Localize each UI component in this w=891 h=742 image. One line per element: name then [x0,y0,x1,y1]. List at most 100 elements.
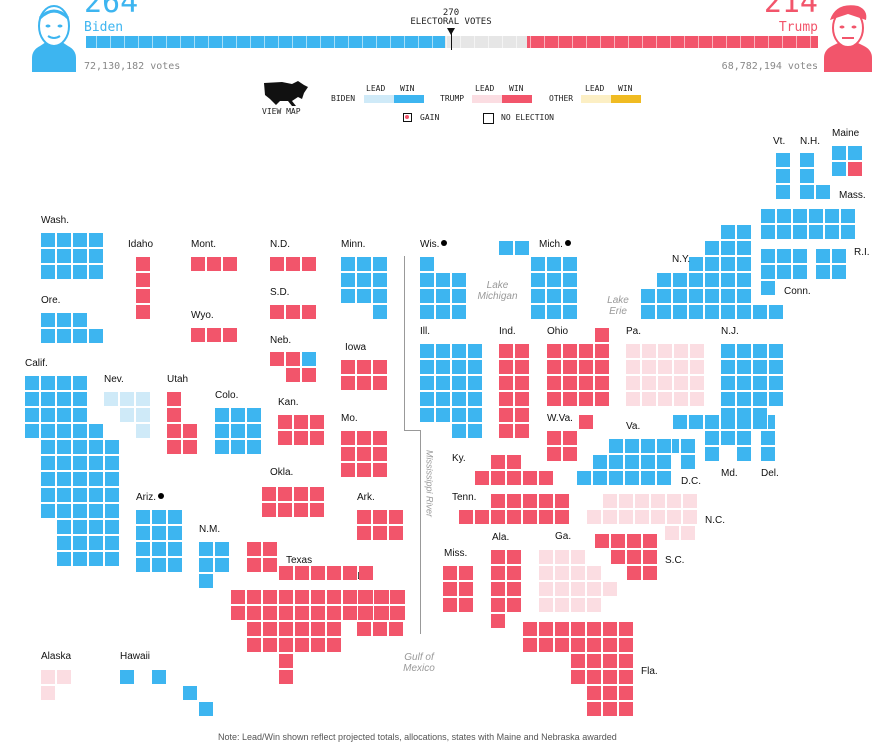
state-cell-n-y[interactable] [673,289,688,304]
state-cell-la[interactable] [357,622,372,637]
state-cell-n-y[interactable] [705,257,720,272]
state-cell-ga[interactable] [539,566,554,581]
state-cell-calif[interactable] [105,552,120,567]
state-cell-texas[interactable] [343,566,358,581]
state-cell-wash[interactable] [73,265,88,280]
state-cell-mass[interactable] [777,209,792,224]
state-cell-idaho[interactable] [136,305,151,320]
state-cell-ariz[interactable] [152,510,167,525]
state-cell-calif[interactable] [57,488,72,503]
state-cell-mo[interactable] [341,463,356,478]
state-cell-texas[interactable] [295,638,310,653]
state-cell-ala[interactable] [507,550,522,565]
state-cell-n-y[interactable] [721,305,736,320]
state-cell-n-y[interactable] [721,241,736,256]
state-cell-n-y[interactable] [657,273,672,288]
state-cell-n-j[interactable] [753,344,768,359]
state-cell-wis[interactable] [420,273,435,288]
state-cell-conn[interactable] [793,265,808,280]
state-cell-calif[interactable] [73,440,88,455]
state-cell-n-j[interactable] [737,344,752,359]
state-cell-texas[interactable] [279,622,294,637]
state-cell-vt[interactable] [776,185,791,200]
state-cell-wis[interactable] [436,273,451,288]
state-cell-ohio[interactable] [563,392,578,407]
state-cell-ind[interactable] [515,376,530,391]
state-cell-ill[interactable] [468,392,483,407]
state-cell-hawaii[interactable] [183,686,198,701]
state-cell-mich[interactable] [531,289,546,304]
state-cell-miss[interactable] [443,566,458,581]
state-cell-ga[interactable] [571,598,586,613]
state-cell-texas[interactable] [343,590,358,605]
state-cell-n-y[interactable] [737,241,752,256]
state-cell-n-y[interactable] [737,225,752,240]
state-cell-fla[interactable] [523,638,538,653]
state-cell-idaho[interactable] [136,289,151,304]
state-cell-ill[interactable] [420,408,435,423]
state-cell-s-d[interactable] [286,305,301,320]
state-cell-ga[interactable] [571,566,586,581]
state-cell-wis[interactable] [420,289,435,304]
state-cell-wash[interactable] [73,233,88,248]
state-cell-ill[interactable] [468,376,483,391]
state-cell-texas[interactable] [359,590,374,605]
state-cell-neb[interactable] [302,368,317,383]
state-cell-calif[interactable] [41,408,56,423]
state-cell-ohio[interactable] [547,344,562,359]
state-cell-tenn[interactable] [539,510,554,525]
state-cell-n-y[interactable] [705,289,720,304]
state-cell-ky[interactable] [475,471,490,486]
state-cell-texas[interactable] [359,566,374,581]
state-cell-kan[interactable] [310,431,325,446]
state-cell-ohio[interactable] [579,376,594,391]
state-cell-texas[interactable] [263,606,278,621]
state-cell-texas[interactable] [263,590,278,605]
state-cell-mont[interactable] [223,257,238,272]
state-cell-pa[interactable] [658,360,673,375]
state-cell-fla[interactable] [603,702,618,717]
state-cell-md[interactable] [705,431,720,446]
state-cell-kan[interactable] [294,431,309,446]
state-cell-neb[interactable] [270,352,285,367]
state-cell-calif[interactable] [89,504,104,519]
state-cell-va[interactable] [625,439,640,454]
state-cell-mich[interactable] [563,273,578,288]
state-cell-ill[interactable] [436,344,451,359]
state-cell-miss[interactable] [459,598,474,613]
state-cell-calif[interactable] [89,440,104,455]
state-cell-ohio[interactable] [579,392,594,407]
state-cell-okla[interactable] [310,503,325,518]
state-cell-mich[interactable] [563,257,578,272]
state-cell-r-i[interactable] [816,249,831,264]
state-cell-n-c[interactable] [603,510,618,525]
state-cell-mich[interactable] [531,257,546,272]
state-cell-fla[interactable] [587,670,602,685]
state-cell-md[interactable] [705,447,720,462]
state-cell-n-y[interactable] [705,273,720,288]
state-cell-utah[interactable] [183,440,198,455]
state-cell-colo[interactable] [215,424,230,439]
state-cell-fla[interactable] [619,670,634,685]
state-cell-calif[interactable] [73,536,88,551]
state-cell-n-y[interactable] [721,257,736,272]
state-cell-n-j[interactable] [737,376,752,391]
state-cell-n-c[interactable] [587,510,602,525]
state-cell-fla[interactable] [603,670,618,685]
state-cell-kan[interactable] [310,415,325,430]
state-cell-va[interactable] [577,471,592,486]
state-cell-maine[interactable] [848,146,863,161]
state-cell-colo[interactable] [215,408,230,423]
state-cell-pa[interactable] [626,376,641,391]
state-cell-iowa[interactable] [341,360,356,375]
state-cell-ga[interactable] [555,598,570,613]
state-cell-n-y[interactable] [657,289,672,304]
state-cell-n-y[interactable] [721,273,736,288]
state-cell-n-y[interactable] [673,273,688,288]
state-cell-n-m[interactable] [199,542,214,557]
state-cell-mich[interactable] [563,305,578,320]
state-cell-ind[interactable] [499,344,514,359]
state-cell-ky[interactable] [491,455,506,470]
state-cell-calif[interactable] [57,536,72,551]
state-cell-wash[interactable] [57,233,72,248]
